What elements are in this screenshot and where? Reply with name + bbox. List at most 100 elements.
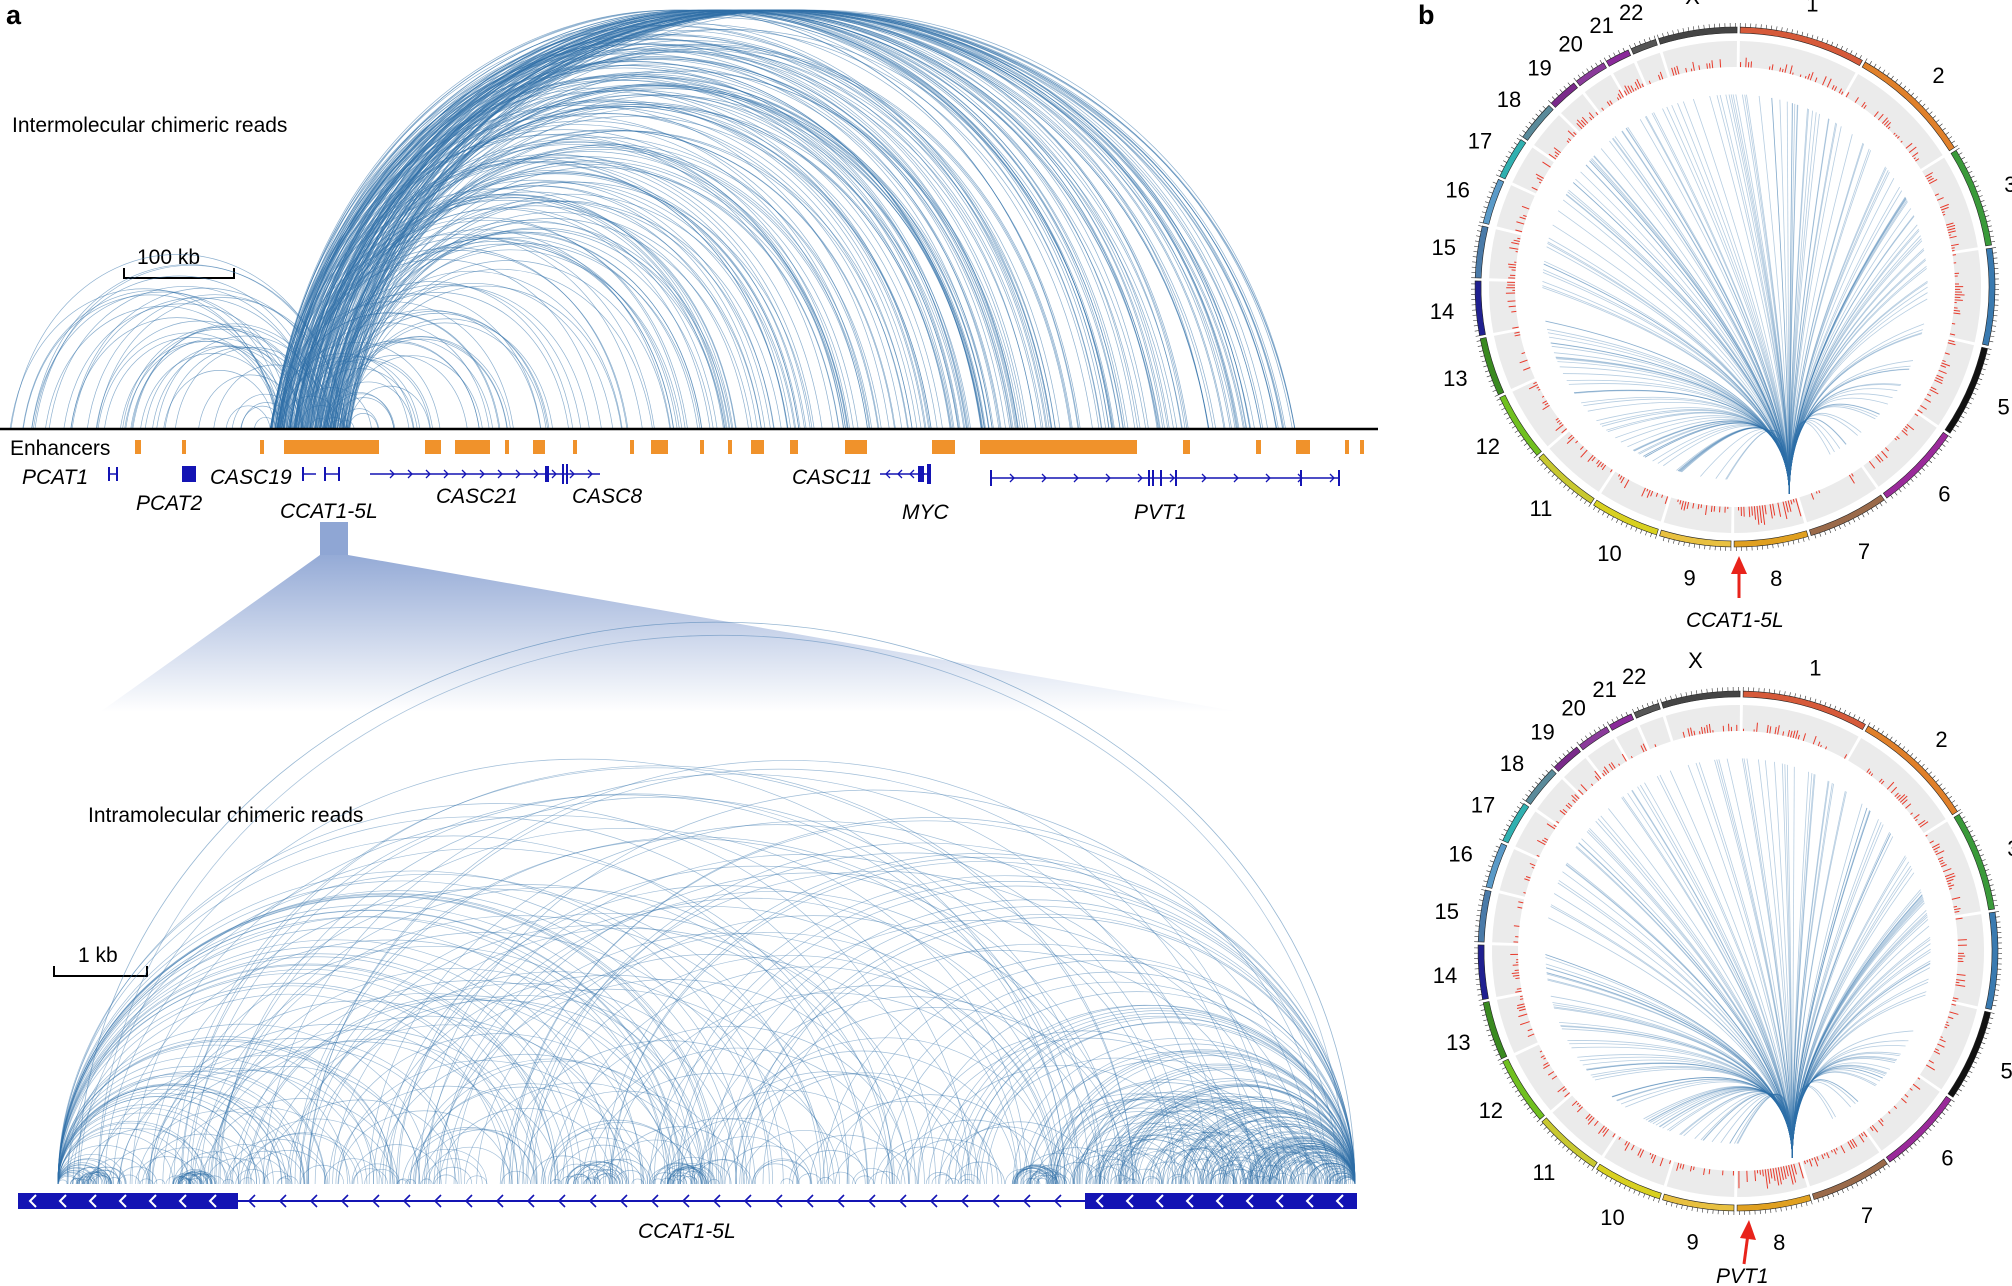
coverage-bar: [1557, 1086, 1565, 1093]
interaction-arc: [57, 1107, 232, 1185]
interaction-arc: [527, 842, 1316, 1185]
coverage-bar: [1901, 799, 1908, 805]
coverage-bar: [1942, 359, 1946, 363]
circos-link: [1788, 118, 1830, 495]
axis-tick: [1881, 730, 1884, 735]
coverage-bar: [1953, 907, 1961, 911]
axis-tick: [1792, 540, 1795, 545]
coverage-track-bg: [1663, 497, 1732, 533]
coverage-bar: [1624, 1140, 1628, 1146]
coverage-bar: [1942, 213, 1946, 216]
axis-tick: [1667, 538, 1670, 543]
chromosome-segment: [1882, 431, 1949, 499]
coverage-bar: [1541, 395, 1545, 398]
enhancer-block: [1183, 440, 1190, 454]
axis-tick: [1928, 1127, 1932, 1132]
enhancer-block: [1345, 440, 1349, 454]
coverage-bar: [1939, 1038, 1946, 1043]
coverage-bar: [1795, 730, 1799, 739]
interaction-arc: [1029, 1051, 1331, 1185]
strand-chevron: [1215, 1194, 1224, 1208]
interaction-arc: [231, 1015, 623, 1185]
axis-tick: [1602, 723, 1606, 728]
interaction-arc: [827, 1094, 1032, 1185]
axis-tick: [1804, 695, 1807, 700]
interaction-arc: [288, 219, 688, 430]
circos-link: [1791, 861, 1910, 1159]
circos-link: [1550, 342, 1790, 495]
interaction-arc: [243, 1133, 359, 1185]
circos-link: [1788, 196, 1906, 495]
interaction-arc: [433, 1166, 473, 1185]
circos-link: [1600, 148, 1790, 495]
strand-chevron: [309, 1194, 318, 1208]
axis-tick: [1554, 760, 1559, 764]
circos-link: [1643, 1086, 1793, 1159]
interaction-arc: [156, 335, 335, 430]
chromosome-segment: [1477, 889, 1492, 943]
coverage-bar: [1610, 762, 1616, 769]
axis-tick: [1983, 1037, 1988, 1040]
interaction-arc: [154, 1179, 166, 1185]
circos-link: [1586, 831, 1793, 1159]
circos-link: [1681, 427, 1790, 495]
axis-tick: [1898, 488, 1902, 493]
axis-tick: [1945, 131, 1950, 135]
axis-tick: [1683, 541, 1685, 547]
circos-link: [1791, 900, 1925, 1159]
coverage-track-bg: [1662, 41, 1737, 77]
coverage-bar: [1943, 868, 1952, 873]
circos-link: [1791, 948, 1931, 1159]
axis-tick: [1532, 117, 1536, 121]
circos-link: [1637, 421, 1790, 495]
interaction-arc: [117, 1166, 158, 1185]
coverage-bar: [1929, 840, 1934, 844]
axis-tick: [1473, 325, 1478, 327]
axis-tick: [1810, 1200, 1813, 1205]
coverage-bar: [1950, 243, 1959, 247]
interaction-arc: [310, 340, 480, 430]
coverage-bar: [1841, 91, 1844, 95]
axis-tick: [1970, 397, 1975, 400]
coverage-bar: [1780, 1166, 1784, 1180]
circos-link: [1791, 1079, 1859, 1159]
interaction-arc: [332, 9, 1296, 430]
coverage-bar: [1650, 1153, 1654, 1159]
axis-tick: [1595, 62, 1598, 67]
coverage-bar: [1809, 72, 1814, 81]
interaction-arc: [295, 101, 922, 430]
circos-link: [1791, 994, 1926, 1159]
coverage-bar: [1941, 362, 1951, 367]
axis-tick: [1928, 459, 1933, 464]
circos-link: [1651, 113, 1790, 495]
interaction-arc: [553, 1163, 600, 1185]
axis-tick: [1662, 33, 1664, 38]
coverage-bar: [1924, 398, 1931, 403]
interaction-arc: [294, 35, 1047, 430]
interaction-arc: [1217, 1123, 1356, 1185]
axis-tick: [1889, 736, 1893, 741]
circos-link: [1758, 95, 1790, 495]
axis-tick: [1906, 481, 1910, 486]
coverage-bar: [1915, 818, 1918, 822]
coverage-bar: [1601, 107, 1605, 111]
strand-chevron: [28, 1194, 37, 1208]
coverage-bar: [1536, 854, 1540, 857]
circos-link: [1593, 155, 1790, 495]
interaction-arc: [322, 311, 549, 430]
interaction-arc: [347, 212, 762, 430]
coverage-bar: [1949, 333, 1956, 336]
interaction-arc: [63, 303, 304, 430]
axis-tick: [1477, 909, 1482, 912]
coverage-bar: [1858, 1134, 1865, 1143]
coverage-bar: [1926, 393, 1932, 397]
interaction-arc: [1026, 1177, 1041, 1185]
interaction-arc: [329, 86, 986, 430]
circos-link: [1788, 405, 1878, 495]
axis-tick: [1921, 467, 1925, 471]
interaction-arc: [57, 1179, 68, 1185]
interaction-arc: [565, 1164, 610, 1185]
chromosome-segment: [1630, 39, 1658, 55]
coverage-bar: [1955, 984, 1966, 987]
interaction-arc: [286, 250, 629, 430]
